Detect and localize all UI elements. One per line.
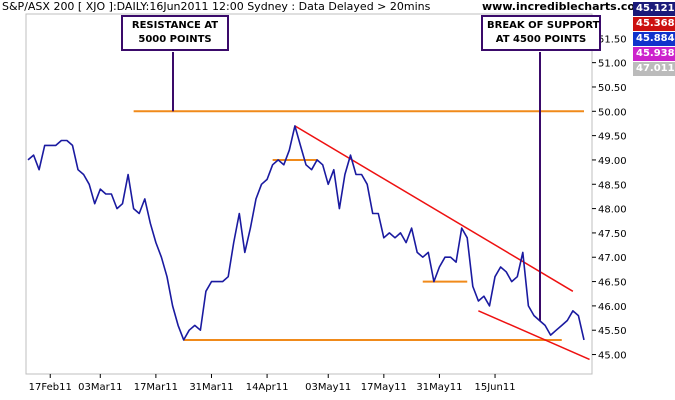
trend-line [478,310,590,361]
y-tick-label: 48.00 [598,205,627,216]
x-tick-label: 17Mar11 [134,382,178,393]
x-tick-label: 31Mar11 [189,382,233,393]
resistance-annotation-line-1: RESISTANCE AT [131,20,219,31]
y-tick-label: 46.50 [598,278,627,289]
price-badge: 45.3689 [633,17,675,31]
break-support-annotation-line-2: AT 4500 POINTS [495,34,587,45]
price-badge: 47.0115 [633,62,675,76]
y-tick-label: 50.50 [598,83,627,94]
break-support-annotation: BREAK OF SUPPORT AT 4500 POINTS [481,15,601,51]
break-support-annotation-line-1: BREAK OF SUPPORT [487,20,600,31]
y-tick-label: 50.00 [598,107,627,118]
x-tick-label: 03Mar11 [78,382,122,393]
y-tick-label: 49.00 [598,156,627,167]
x-tick-label: 17May11 [361,382,407,393]
price-badge: 45.8841 [633,32,675,46]
x-tick-label: 03May11 [305,382,351,393]
y-tick-label: 48.50 [598,180,627,191]
price-series-line [27,125,585,341]
chart-header-title: S&P/ASX 200 [ XJO ]:DAILY:16Jun2011 12:0… [2,0,431,13]
price-badge: 45.9382 [633,47,675,61]
y-tick-label: 47.00 [598,253,627,264]
x-tick-label: 31May11 [416,382,462,393]
x-tick-label: 15Jun11 [475,382,516,393]
y-tick-label: 46.00 [598,302,627,313]
y-tick-label: 47.50 [598,229,627,240]
resistance-annotation: RESISTANCE AT 5000 POINTS [121,15,229,51]
y-tick-label: 51.00 [598,59,627,70]
x-tick-label: 17Feb11 [29,382,72,393]
plot-frame [25,13,593,375]
resistance-annotation-line-2: 5000 POINTS [138,34,212,45]
y-tick-label: 49.50 [598,132,627,143]
site-watermark: www.incrediblecharts.com [482,0,647,13]
y-tick-label: 45.50 [598,326,627,337]
x-tick-label: 14Apr11 [246,382,289,393]
price-badge: 45.121 [633,2,675,16]
trend-line [294,125,574,292]
y-tick-label: 45.00 [598,351,627,362]
y-tick-label: 51.50 [598,34,627,45]
